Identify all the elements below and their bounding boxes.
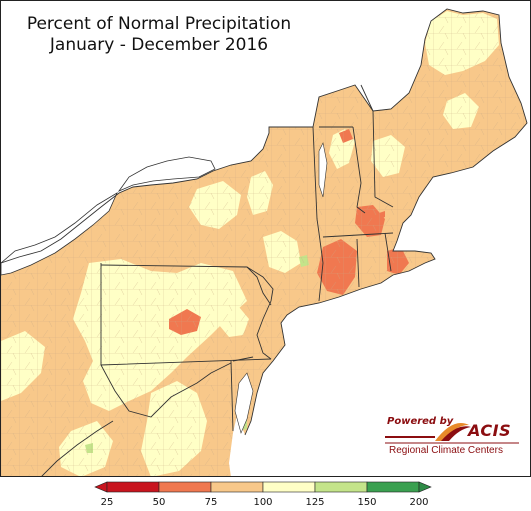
legend-bin-100-125 bbox=[262, 481, 316, 493]
legend-tick-label: 25 bbox=[100, 497, 114, 508]
map-subtitle: January - December 2016 bbox=[49, 35, 269, 55]
legend-tick-label: 200 bbox=[409, 497, 429, 508]
legend-bin-150-200 bbox=[366, 481, 420, 493]
chesapeake-bay bbox=[234, 372, 254, 434]
legend-bin-75-100 bbox=[210, 481, 264, 493]
legend-tick-label: 150 bbox=[357, 497, 377, 508]
legend-underflow-arrow bbox=[94, 481, 108, 493]
precipitation-map bbox=[1, 8, 528, 476]
lake-erie bbox=[1, 192, 118, 276]
rcc-logo-text: Regional Climate Centers bbox=[389, 445, 503, 456]
color-legend: 25 50 75 100 125 150 200 bbox=[0, 477, 531, 511]
legend-bin-125-150 bbox=[314, 481, 368, 493]
acis-logo-swoosh bbox=[385, 423, 519, 444]
legend-tick-label: 125 bbox=[305, 497, 325, 508]
map-frame: Percent of Normal Precipitation January … bbox=[0, 0, 531, 477]
legend-bin-25-50 bbox=[106, 481, 160, 493]
state-boundaries bbox=[1, 8, 528, 476]
legend-tick-label: 100 bbox=[253, 497, 273, 508]
lake-ontario bbox=[117, 156, 216, 192]
map-title: Percent of Normal Precipitation bbox=[26, 14, 292, 34]
legend-overflow-arrow bbox=[418, 481, 432, 493]
land-fill bbox=[1, 9, 527, 476]
lake-champlain bbox=[318, 142, 328, 198]
acis-logo-text: ACIS bbox=[468, 421, 512, 440]
legend-bin-50-75 bbox=[158, 481, 212, 493]
legend-bar bbox=[94, 481, 432, 493]
legend-tick-label: 75 bbox=[204, 497, 218, 508]
legend-tick-label: 50 bbox=[152, 497, 166, 508]
powered-by-label: Powered by bbox=[387, 416, 454, 427]
